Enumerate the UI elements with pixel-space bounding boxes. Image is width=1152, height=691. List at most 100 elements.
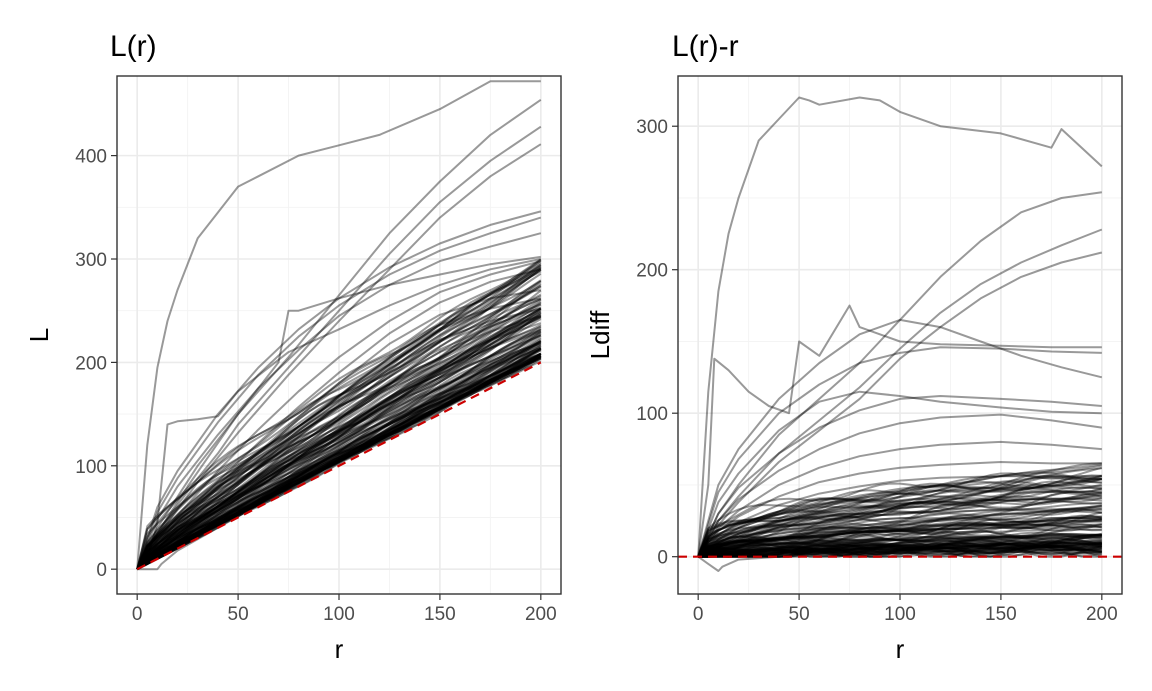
x-tick-label: 200 — [1086, 604, 1118, 625]
series-line-10 — [136, 260, 542, 570]
simulated-curve — [136, 341, 542, 571]
simulated-curve — [697, 472, 1102, 558]
y-tick-label: 200 — [636, 261, 668, 282]
simulated-curve — [136, 353, 542, 571]
simulated-curve — [697, 518, 1102, 558]
simulated-curve — [136, 310, 542, 570]
simulated-curve — [136, 334, 542, 571]
series-line-16 — [136, 322, 542, 571]
simulated-curve — [697, 528, 1102, 558]
simulated-curve — [136, 352, 542, 571]
simulated-curve — [698, 539, 1103, 558]
simulated-curve — [697, 523, 1102, 558]
simulated-curve — [697, 532, 1102, 558]
series-line-1 — [697, 96, 1103, 557]
simulated-curve — [697, 533, 1102, 558]
y-tick-label: 300 — [75, 250, 107, 271]
simulated-curve — [697, 476, 1102, 558]
simulated-curve — [697, 490, 1102, 558]
simulated-curve — [697, 539, 1102, 558]
simulated-curve — [697, 539, 1102, 558]
simulated-curve — [136, 326, 542, 570]
simulated-curve — [136, 352, 542, 571]
series-line-17 — [697, 517, 1102, 558]
simulated-curve — [698, 544, 1102, 558]
simulated-curve — [697, 523, 1103, 558]
simulated-curve — [697, 490, 1102, 558]
simulated-curve — [136, 343, 542, 570]
simulated-curve — [136, 347, 542, 571]
simulated-curve — [697, 533, 1102, 558]
simulated-curve — [697, 538, 1102, 558]
series-line-18 — [697, 525, 1102, 558]
simulated-curve — [136, 340, 542, 571]
simulated-curve — [136, 303, 542, 570]
simulated-curve — [136, 349, 542, 570]
simulated-curve — [136, 355, 542, 571]
simulated-curve — [136, 315, 542, 570]
series-line-10 — [697, 413, 1102, 558]
simulated-curve — [136, 258, 542, 570]
simulated-curve — [136, 355, 542, 570]
simulated-curve — [136, 282, 542, 570]
simulated-curve — [697, 534, 1102, 558]
simulated-curve — [697, 490, 1102, 558]
simulated-curve — [698, 535, 1102, 558]
simulated-curve — [136, 352, 542, 570]
x-tick-label: 150 — [985, 604, 1017, 625]
simulated-curve — [136, 285, 542, 570]
simulated-curve — [136, 352, 542, 571]
simulated-curve — [136, 314, 542, 570]
simulated-curve — [136, 355, 542, 571]
simulated-curve — [698, 543, 1102, 558]
simulated-curve — [697, 493, 1102, 558]
simulated-curve — [136, 263, 542, 570]
simulated-curve — [136, 345, 542, 571]
series-line-20 — [697, 541, 1102, 558]
simulated-curve — [136, 333, 542, 570]
simulated-curve — [136, 272, 542, 570]
simulated-curve — [136, 348, 542, 571]
simulated-curve — [136, 327, 542, 570]
simulated-curve — [697, 474, 1103, 558]
series-line-5 — [136, 210, 542, 570]
simulated-curve — [698, 544, 1102, 558]
y-tick-label: 0 — [96, 560, 107, 581]
simulated-curve — [697, 545, 1103, 558]
series-line-15 — [697, 496, 1102, 558]
simulated-curve — [136, 267, 542, 570]
simulated-curve — [697, 548, 1102, 558]
panel-1: 0 50 100 150 200 0 100 200 300 400 L(r) r L — [24, 30, 562, 664]
y-tick-label: 300 — [636, 117, 668, 138]
simulated-curve — [136, 261, 542, 570]
simulated-curve — [136, 280, 542, 570]
x-tick-label: 50 — [789, 604, 810, 625]
simulated-curve — [136, 316, 542, 570]
series-line-7 — [136, 232, 542, 570]
simulated-curve — [698, 550, 1102, 558]
simulated-curve — [697, 523, 1102, 558]
simulated-curve — [697, 464, 1102, 558]
simulated-curve — [697, 544, 1102, 558]
simulated-curve — [697, 518, 1102, 558]
simulated-curve — [697, 538, 1103, 558]
simulated-curve — [697, 535, 1102, 558]
x-tick-label: 0 — [132, 604, 143, 625]
simulated-curve — [136, 338, 542, 571]
simulated-curve — [698, 548, 1102, 558]
simulated-curve — [697, 474, 1103, 558]
simulated-curve — [698, 551, 1102, 558]
simulated-curve — [697, 547, 1102, 558]
simulated-curve — [136, 269, 542, 570]
simulated-curve — [136, 354, 542, 570]
simulated-curve — [136, 336, 542, 571]
chart-title: L(r)-r — [672, 30, 739, 63]
simulated-curve — [697, 497, 1102, 558]
simulated-curve — [697, 545, 1102, 558]
simulated-curve — [136, 298, 542, 570]
simulated-curve — [697, 476, 1102, 558]
x-tick-label: 100 — [323, 604, 355, 625]
simulated-curve — [697, 483, 1103, 558]
simulated-curve — [697, 515, 1102, 558]
